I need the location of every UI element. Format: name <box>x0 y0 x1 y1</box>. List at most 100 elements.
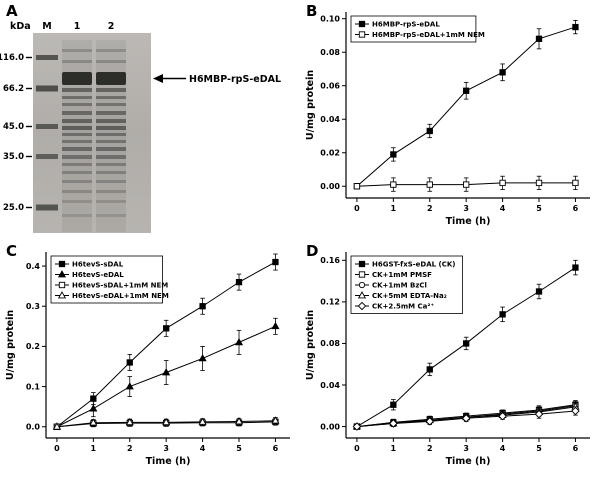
series-1 <box>353 175 579 192</box>
svg-text:0.02: 0.02 <box>320 149 340 158</box>
panel-a-letter: A <box>6 2 18 20</box>
square-filled-marker <box>358 260 366 268</box>
tick-labels: 0.00 0.04 0.08 0.12 0.16 0 1 2 3 4 5 6 <box>320 256 578 453</box>
panel-d-letter: D <box>306 242 319 260</box>
square-filled-marker <box>499 311 506 318</box>
square-filled-marker <box>535 288 543 295</box>
triangle-filled-marker <box>89 404 98 412</box>
svg-text:0.0: 0.0 <box>26 423 41 432</box>
tick-labels: 0.00 0.02 0.04 0.06 0.08 0.10 0 1 2 3 4 5 6 <box>320 15 578 213</box>
triangle-open-marker <box>198 417 207 425</box>
square-open-marker <box>390 181 397 188</box>
square-filled-marker <box>390 401 397 408</box>
triangle-open-marker <box>234 417 244 425</box>
legend-label: H6MBP-rpS-eDAL+1mM NEM <box>372 31 485 39</box>
gel-marker-labels: 116.0 66.2 45.0 35.0 25.0 <box>0 53 24 213</box>
marker-label-25: 25.0 <box>3 203 24 213</box>
band-arrow <box>153 74 186 83</box>
gel-lane-1-bands <box>62 40 92 232</box>
series-4 <box>352 406 580 431</box>
svg-text:0.06: 0.06 <box>320 82 340 91</box>
svg-text:0.04: 0.04 <box>320 381 340 390</box>
svg-text:0.16: 0.16 <box>320 256 340 265</box>
square-filled-marker <box>163 325 170 332</box>
y-axis-label: U/mg protein <box>305 310 316 380</box>
square-open-marker <box>353 183 361 190</box>
diamond-open-marker <box>498 411 507 421</box>
legend-label: CK+5mM EDTA-Na₂ <box>372 292 447 300</box>
y-axis-label: U/mg protein <box>305 70 316 140</box>
marker-label-116: 116.0 <box>0 53 24 63</box>
triangle-filled-marker <box>234 337 244 346</box>
marker-label-45: 45.0 <box>3 122 24 132</box>
svg-text:3: 3 <box>463 204 469 213</box>
triangle-filled-marker <box>271 321 280 330</box>
band-label: H6MBP-rpS-eDAL <box>189 74 281 85</box>
square-filled-marker <box>199 303 206 310</box>
svg-text:4: 4 <box>500 444 506 453</box>
square-open-marker <box>463 181 470 188</box>
svg-text:0.3: 0.3 <box>26 302 40 311</box>
square-filled-marker <box>272 258 279 266</box>
square-filled-marker <box>463 340 470 347</box>
x-axis-label: Time (h) <box>146 456 191 467</box>
legend-label: CK+1mM BzCl <box>372 282 427 290</box>
svg-text:4: 4 <box>500 204 506 213</box>
gel-body <box>33 33 151 233</box>
error-bars <box>354 19 578 189</box>
diamond-open-marker <box>352 422 362 431</box>
svg-text:6: 6 <box>573 204 579 213</box>
triangle-filled-marker <box>57 270 67 278</box>
gel-lane-2-bands <box>96 40 126 232</box>
gel-lane-label-m: M <box>42 21 51 32</box>
svg-text:0.04: 0.04 <box>320 115 340 124</box>
y-axis-label: U/mg protein <box>5 310 16 380</box>
legend-label: H6MBP-rpS-eDAL <box>372 21 440 29</box>
tick-marks <box>342 259 576 442</box>
svg-text:0.1: 0.1 <box>26 382 41 391</box>
svg-text:2: 2 <box>427 204 433 213</box>
legend-label: H6tevS-eDAL <box>72 271 124 279</box>
panel-d: D 0.00 0.04 0.08 0.12 0.16 0 1 2 3 4 5 6 U/mg protei… <box>300 240 600 480</box>
svg-text:3: 3 <box>163 444 169 453</box>
gel-lane-label-2: 2 <box>108 21 115 32</box>
triangle-open-marker <box>52 422 61 430</box>
svg-text:0.10: 0.10 <box>320 15 340 24</box>
svg-text:1: 1 <box>91 444 97 453</box>
svg-text:5: 5 <box>536 204 542 213</box>
chart-c: 0.0 0.1 0.2 0.3 0.4 0 1 2 3 4 5 6 U/mg protein Time (… <box>5 252 290 467</box>
circle-open-marker <box>358 281 366 289</box>
legend-label: H6GST-fxS-eDAL (CK) <box>372 261 456 269</box>
panel-b-letter: B <box>306 2 318 20</box>
diamond-open-marker <box>357 301 367 311</box>
series-0 <box>353 259 579 430</box>
square-filled-marker <box>463 87 470 94</box>
square-open-marker <box>426 181 433 188</box>
axes <box>345 252 590 439</box>
tick-marks <box>42 265 276 442</box>
square-filled-marker <box>426 127 433 135</box>
legend: H6tevS-sDAL H6tevS-eDAL H6tevS-sDAL+1mM NE… <box>50 255 169 304</box>
series-3 <box>52 416 280 430</box>
svg-text:0.08: 0.08 <box>320 339 340 348</box>
square-open-marker <box>358 271 366 278</box>
gel-unit-label: kDa <box>10 21 31 32</box>
panel-c: C 0.0 0.1 0.2 0.3 0.4 0 1 2 3 4 5 6 U/mg protein Time… <box>0 240 300 480</box>
square-open-marker <box>535 179 543 187</box>
svg-text:2: 2 <box>427 444 433 453</box>
square-filled-marker <box>535 35 543 42</box>
svg-text:0: 0 <box>54 444 60 453</box>
square-filled-marker <box>358 20 366 28</box>
square-open-marker <box>572 179 579 187</box>
svg-text:0.12: 0.12 <box>320 298 340 307</box>
tick-labels: 0.0 0.1 0.2 0.3 0.4 0 1 2 3 4 5 6 <box>26 262 279 453</box>
svg-text:2: 2 <box>127 444 133 453</box>
svg-text:6: 6 <box>273 444 279 453</box>
diamond-open-marker <box>571 406 580 416</box>
legend-label: H6tevS-sDAL+1mM NEM <box>72 282 168 290</box>
svg-text:0.2: 0.2 <box>26 342 40 351</box>
svg-text:4: 4 <box>200 444 206 453</box>
gel-marker-ticks <box>26 56 32 209</box>
legend: H6GST-fxS-eDAL (CK) CK+1mM PMSF CK+1mM BzC… <box>350 255 463 314</box>
square-filled-marker <box>390 151 397 158</box>
